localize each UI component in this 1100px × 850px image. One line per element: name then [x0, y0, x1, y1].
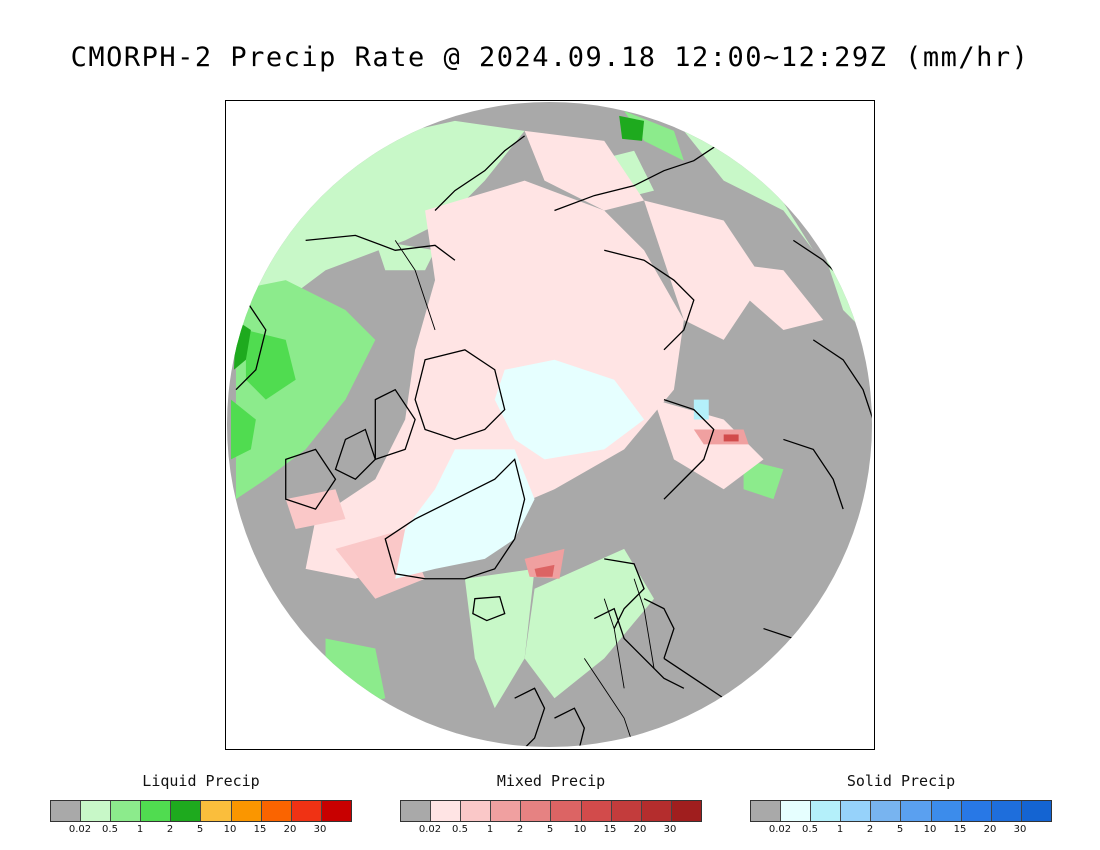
- legend-solid: Solid Precip 0.02 0.5 1 2 5 10 15 20 30: [750, 772, 1052, 838]
- legend-liquid-title: Liquid Precip: [142, 772, 260, 790]
- map-frame: [225, 100, 875, 750]
- legend-liquid-bar: [50, 800, 352, 822]
- solid-legend-swatch: [931, 801, 962, 821]
- mixed-legend-swatch: [671, 801, 701, 821]
- mixed-legend-swatch: [491, 801, 522, 821]
- solid-legend-tick: 5: [896, 824, 904, 835]
- liquid-legend-swatch: [231, 801, 262, 821]
- mixed-legend-swatch: [431, 801, 462, 821]
- liquid-legend-swatch: [291, 801, 322, 821]
- mixed-legend-tick: 0.02: [418, 824, 442, 835]
- mixed-legend-tick: 15: [603, 824, 617, 835]
- mixed-legend-tick: 1: [486, 824, 494, 835]
- mixed-legend-tick: 20: [633, 824, 647, 835]
- liquid-legend-tick: 1: [136, 824, 144, 835]
- solid-legend-swatch: [841, 801, 872, 821]
- liquid-legend-swatch: [171, 801, 202, 821]
- liquid-legend-tick: 30: [313, 824, 327, 835]
- liquid-legend-tick: 0.02: [68, 824, 92, 835]
- liquid-legend-swatch: [111, 801, 142, 821]
- legend-solid-bar: [750, 800, 1052, 822]
- liquid-legend-swatch: [51, 801, 82, 821]
- mixed-legend-swatch: [461, 801, 492, 821]
- mixed-legend-swatch: [611, 801, 642, 821]
- solid-legend-tick: 0.02: [768, 824, 792, 835]
- legend-mixed: Mixed Precip 0.02 0.5 1 2 5 10 15 20 30: [400, 772, 702, 838]
- mixed-legend-swatch: [581, 801, 612, 821]
- solid-legend-swatch: [991, 801, 1022, 821]
- legend-mixed-bar: [400, 800, 702, 822]
- liquid-legend-swatch: [201, 801, 232, 821]
- legend-mixed-ticks: 0.02 0.5 1 2 5 10 15 20 30: [400, 824, 702, 838]
- solid-legend-swatch: [1021, 801, 1051, 821]
- liquid-legend-tick: 2: [166, 824, 174, 835]
- mixed-legend-swatch: [641, 801, 672, 821]
- solid-legend-tick: 1: [836, 824, 844, 835]
- liquid-legend-swatch: [261, 801, 292, 821]
- solid-legend-swatch: [901, 801, 932, 821]
- liquid-legend-tick: 5: [196, 824, 204, 835]
- solid-legend-swatch: [871, 801, 902, 821]
- mixed-legend-tick: 30: [663, 824, 677, 835]
- liquid-legend-swatch: [81, 801, 112, 821]
- legend-liquid-ticks: 0.02 0.5 1 2 5 10 15 20 30: [50, 824, 352, 838]
- solid-legend-swatch: [811, 801, 842, 821]
- mixed-legend-tick: 0.5: [452, 824, 468, 835]
- legend-liquid: Liquid Precip 0.02 0.5 1 2 5 10 15 20 30: [50, 772, 352, 838]
- mixed-legend-swatch: [401, 801, 432, 821]
- liquid-legend-tick: 15: [253, 824, 267, 835]
- solid-legend-tick: 30: [1013, 824, 1027, 835]
- solid-legend-tick: 20: [983, 824, 997, 835]
- map-title: CMORPH-2 Precip Rate @ 2024.09.18 12:00~…: [70, 42, 1030, 73]
- mixed-legend-tick: 2: [516, 824, 524, 835]
- solid-legend-tick: 0.5: [802, 824, 818, 835]
- legend-mixed-title: Mixed Precip: [496, 772, 606, 790]
- solid-legend-swatch: [961, 801, 992, 821]
- liquid-legend-tick: 10: [223, 824, 237, 835]
- liquid-legend-tick: 0.5: [102, 824, 118, 835]
- solid-legend-tick: 15: [953, 824, 967, 835]
- solid-legend-swatch: [751, 801, 782, 821]
- mixed-legend-swatch: [521, 801, 552, 821]
- solid-legend-tick: 2: [866, 824, 874, 835]
- legend-solid-ticks: 0.02 0.5 1 2 5 10 15 20 30: [750, 824, 1052, 838]
- liquid-legend-swatch: [141, 801, 172, 821]
- country-borders: [394, 240, 655, 748]
- precip-map: [226, 101, 873, 748]
- mixed-legend-swatch: [551, 801, 582, 821]
- solid-legend-tick: 10: [923, 824, 937, 835]
- liquid-legend-tick: 20: [283, 824, 297, 835]
- liquid-legend-swatch: [321, 801, 351, 821]
- legend-solid-title: Solid Precip: [846, 772, 956, 790]
- mixed-legend-tick: 5: [546, 824, 554, 835]
- solid-precip-areas: [395, 359, 709, 579]
- solid-legend-swatch: [781, 801, 812, 821]
- mixed-legend-tick: 10: [573, 824, 587, 835]
